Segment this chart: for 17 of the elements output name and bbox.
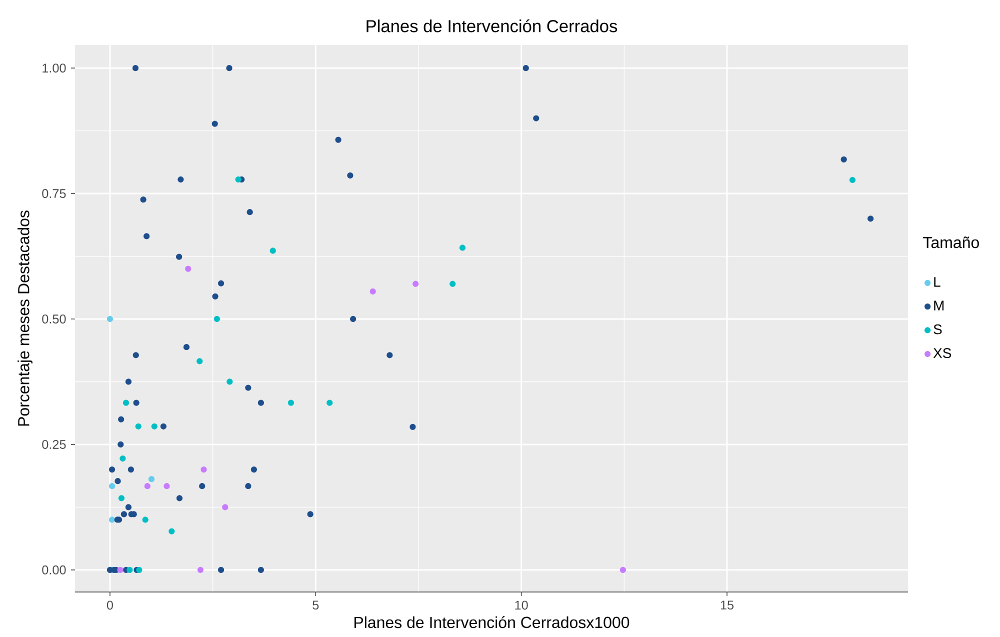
x-tick-label: 15 (720, 600, 734, 610)
y-tick-label: 0.50 (42, 314, 66, 324)
legend-label: M (934, 300, 944, 310)
legend-label: XS (933, 348, 952, 358)
y-axis-title: Porcentaje meses Destacados (18, 210, 32, 426)
x-tick-label: 0 (106, 600, 113, 610)
chart-title: Planes de Intervención Cerrados (366, 19, 618, 32)
legend-label: S (934, 324, 942, 334)
legend-label: L (934, 277, 940, 287)
y-tick-label: 0.75 (42, 189, 66, 198)
x-tick-label: 5 (312, 600, 319, 610)
y-tick-label: 0.00 (42, 565, 66, 574)
x-axis-title: Planes de Intervención Cerradosx1000 (354, 616, 630, 628)
y-tick-label: 1.00 (42, 64, 66, 73)
x-tick-label: 10 (515, 600, 528, 610)
legend-title: Tamaño (923, 236, 979, 248)
y-tick-label: 0.25 (42, 440, 66, 449)
